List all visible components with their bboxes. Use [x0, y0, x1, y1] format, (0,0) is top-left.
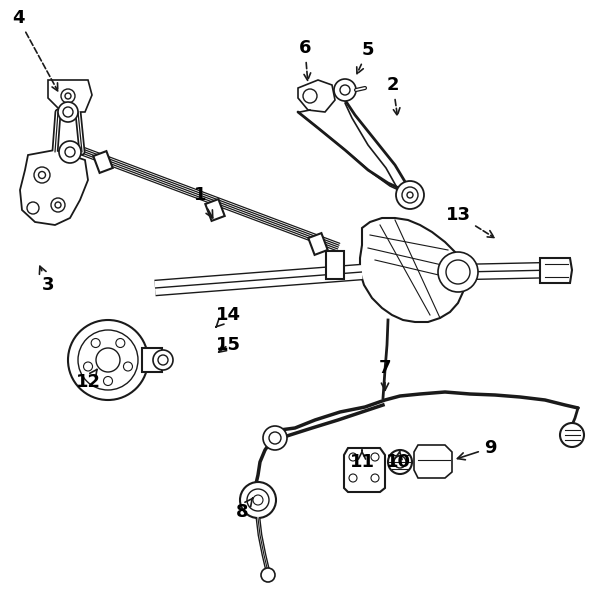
Text: 15: 15: [216, 336, 241, 354]
Circle shape: [303, 89, 317, 103]
Circle shape: [396, 181, 424, 209]
Circle shape: [247, 489, 269, 511]
Circle shape: [340, 85, 350, 95]
Circle shape: [263, 426, 287, 450]
Circle shape: [334, 79, 356, 101]
Circle shape: [371, 453, 379, 461]
Text: 12: 12: [75, 370, 100, 391]
Polygon shape: [93, 151, 113, 173]
Circle shape: [103, 376, 112, 385]
Polygon shape: [308, 233, 328, 255]
Polygon shape: [20, 150, 88, 225]
Circle shape: [65, 147, 75, 157]
Circle shape: [124, 362, 132, 371]
Circle shape: [39, 172, 46, 179]
Polygon shape: [142, 348, 162, 372]
Text: 5: 5: [357, 41, 374, 74]
Circle shape: [84, 362, 93, 371]
Circle shape: [58, 102, 78, 122]
Text: 4: 4: [12, 9, 58, 91]
Polygon shape: [540, 258, 572, 283]
Text: 3: 3: [39, 266, 54, 294]
Text: 14: 14: [216, 306, 241, 327]
Polygon shape: [206, 199, 225, 221]
Text: 9: 9: [457, 439, 496, 460]
Polygon shape: [344, 448, 385, 492]
Circle shape: [394, 456, 406, 468]
Circle shape: [55, 202, 61, 208]
Circle shape: [68, 320, 148, 400]
Circle shape: [158, 355, 168, 365]
Circle shape: [261, 568, 275, 582]
Circle shape: [349, 453, 357, 461]
Text: 6: 6: [299, 39, 311, 80]
Circle shape: [253, 495, 263, 505]
Text: 2: 2: [387, 76, 400, 115]
Polygon shape: [48, 80, 92, 112]
Circle shape: [407, 192, 413, 198]
Circle shape: [116, 338, 125, 347]
Circle shape: [59, 141, 81, 163]
Circle shape: [96, 348, 120, 372]
Circle shape: [240, 482, 276, 518]
Text: 1: 1: [194, 186, 213, 218]
Polygon shape: [360, 218, 465, 322]
Circle shape: [446, 260, 470, 284]
Circle shape: [560, 423, 584, 447]
Circle shape: [63, 107, 73, 117]
Circle shape: [269, 432, 281, 444]
Circle shape: [78, 330, 138, 390]
Circle shape: [371, 474, 379, 482]
Circle shape: [438, 252, 478, 292]
Circle shape: [153, 350, 173, 370]
Text: 7: 7: [379, 359, 391, 390]
Text: 11: 11: [349, 450, 374, 471]
Circle shape: [34, 167, 50, 183]
Circle shape: [91, 338, 100, 347]
Circle shape: [61, 89, 75, 103]
Polygon shape: [298, 80, 335, 112]
Polygon shape: [414, 445, 452, 478]
Circle shape: [51, 198, 65, 212]
Circle shape: [349, 474, 357, 482]
Text: 8: 8: [236, 498, 253, 521]
Circle shape: [388, 450, 412, 474]
Circle shape: [402, 187, 418, 203]
Circle shape: [27, 202, 39, 214]
Text: 13: 13: [446, 206, 494, 237]
Text: 10: 10: [386, 450, 410, 471]
Circle shape: [65, 93, 71, 99]
Polygon shape: [326, 251, 344, 279]
